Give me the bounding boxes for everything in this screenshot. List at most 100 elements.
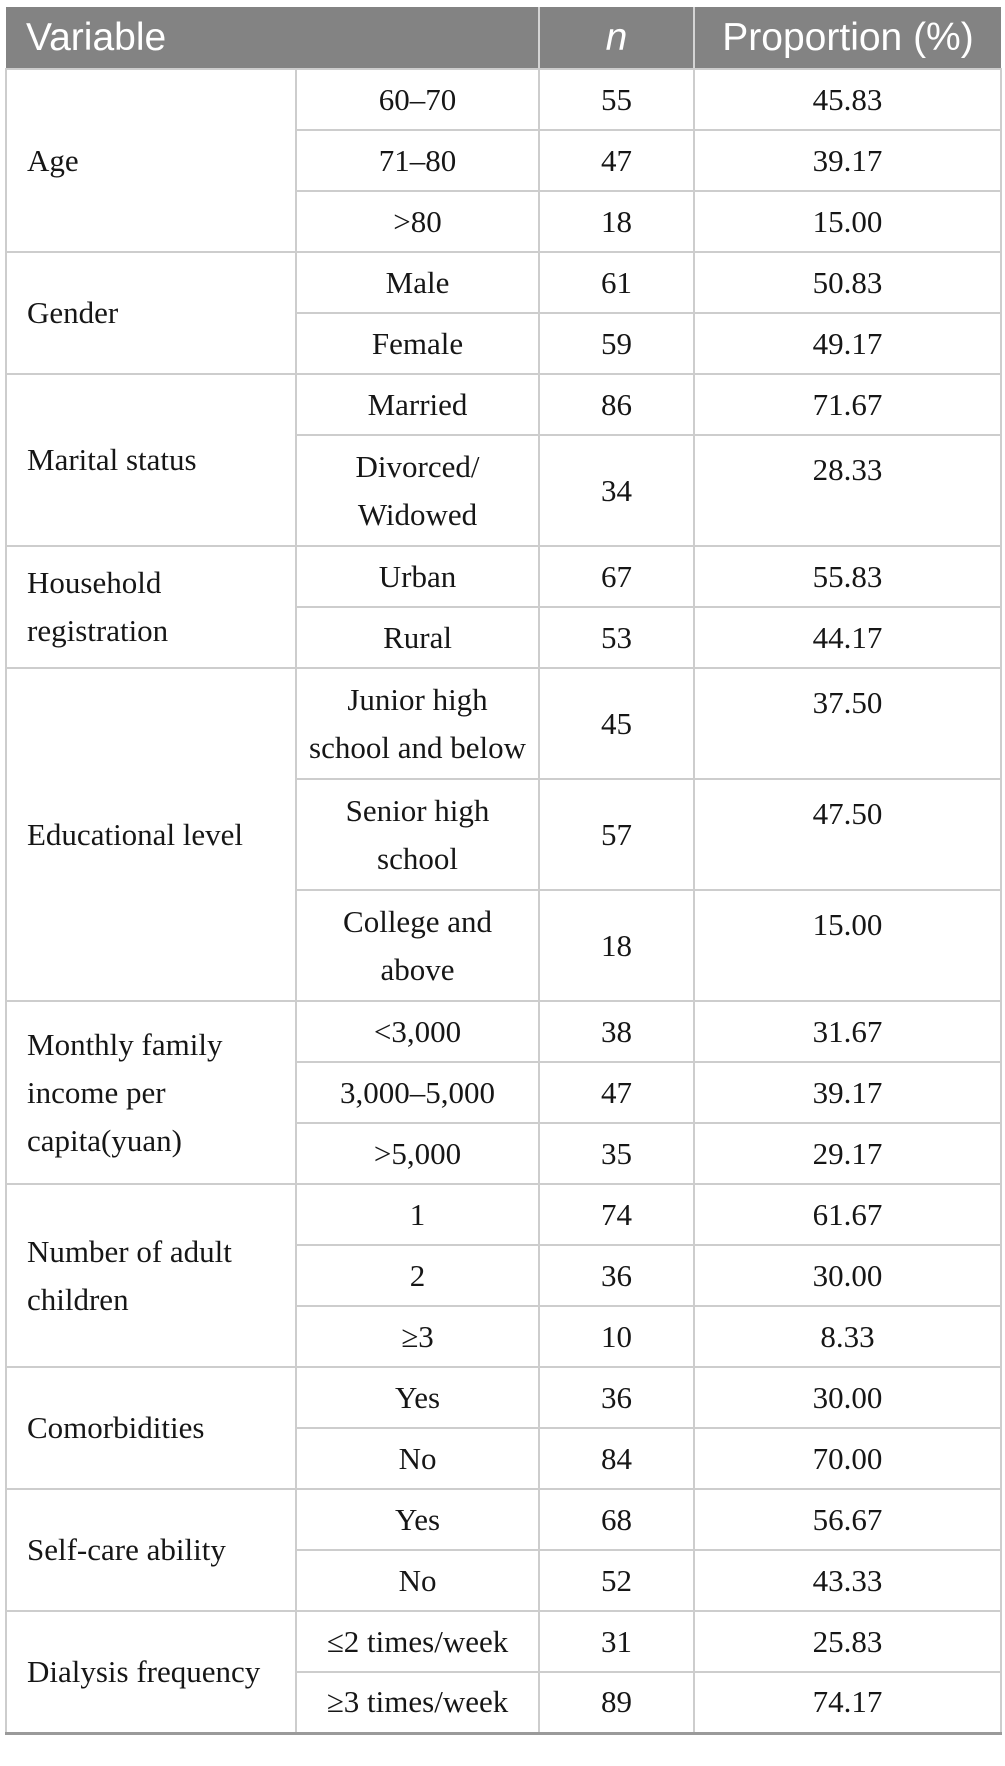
n-cell: 84 bbox=[538, 1427, 696, 1490]
proportion-cell: 31.67 bbox=[693, 1000, 1003, 1063]
variable-label-comorbidities: Comorbidities bbox=[5, 1366, 297, 1490]
category-cell: Yes bbox=[294, 1366, 541, 1429]
proportion-cell: 30.00 bbox=[693, 1366, 1003, 1429]
table-row: Age 60–70 55 45.83 bbox=[5, 68, 1003, 253]
table-row: Educational level Junior high school and… bbox=[5, 667, 1003, 1002]
category-cell: Divorced/ Widowed bbox=[294, 434, 541, 547]
table-row: 2 36 30.00 bbox=[6, 1244, 1003, 1307]
table-row: >5,000 35 29.17 bbox=[6, 1122, 1003, 1185]
variable-label-monthly-income: Monthly family income per capita(yuan) bbox=[5, 1000, 297, 1185]
table-row: Rural 53 44.17 bbox=[6, 606, 1003, 669]
n-cell: 67 bbox=[538, 545, 696, 608]
category-cell: Senior high school bbox=[294, 778, 541, 891]
n-cell: 57 bbox=[538, 778, 696, 891]
category-cell: ≤2 times/week bbox=[294, 1610, 541, 1673]
table-row: Divorced/ Widowed 34 28.33 bbox=[6, 434, 1003, 547]
header-n: n bbox=[538, 7, 695, 70]
proportion-cell: 74.17 bbox=[693, 1671, 1003, 1734]
proportion-cell: 49.17 bbox=[693, 312, 1003, 375]
proportion-cell: 61.67 bbox=[693, 1183, 1003, 1246]
table-row: Comorbidities Yes 36 30.00 bbox=[5, 1366, 1003, 1490]
table-header: Variable n Proportion (%) bbox=[6, 7, 1002, 70]
table-row: 71–80 47 39.17 bbox=[6, 129, 1003, 192]
category-cell: College and above bbox=[294, 889, 541, 1002]
n-cell: 59 bbox=[538, 312, 696, 375]
table-row: Gender Male 61 50.83 bbox=[5, 251, 1003, 375]
variable-label-gender: Gender bbox=[5, 251, 297, 375]
n-cell: 31 bbox=[538, 1610, 696, 1673]
proportion-cell: 50.83 bbox=[693, 251, 1003, 314]
proportion-cell: 28.33 bbox=[693, 434, 1003, 547]
n-cell: 52 bbox=[538, 1549, 696, 1612]
category-cell: >5,000 bbox=[294, 1122, 541, 1185]
n-cell: 18 bbox=[538, 190, 696, 253]
proportion-cell: 8.33 bbox=[693, 1305, 1003, 1368]
proportion-cell: 43.33 bbox=[693, 1549, 1003, 1612]
n-cell: 36 bbox=[538, 1244, 696, 1307]
table-row: ≥3 times/week 89 74.17 bbox=[6, 1671, 1003, 1734]
variable-label-self-care-ability: Self-care ability bbox=[5, 1488, 297, 1612]
table-row: Household registration Urban 67 55.83 bbox=[5, 545, 1003, 669]
n-cell: 53 bbox=[538, 606, 696, 669]
category-cell: Female bbox=[294, 312, 541, 375]
proportion-cell: 47.50 bbox=[693, 778, 1003, 891]
header-proportion: Proportion (%) bbox=[693, 7, 1002, 70]
n-cell: 68 bbox=[538, 1488, 696, 1551]
table-row: Female 59 49.17 bbox=[6, 312, 1003, 375]
n-cell: 34 bbox=[538, 434, 696, 547]
category-cell: Urban bbox=[294, 545, 541, 608]
n-cell: 38 bbox=[538, 1000, 696, 1063]
proportion-cell: 70.00 bbox=[693, 1427, 1003, 1490]
category-cell: ≥3 bbox=[294, 1305, 541, 1368]
n-cell: 36 bbox=[538, 1366, 696, 1429]
variable-label-age: Age bbox=[5, 68, 297, 253]
category-cell: Male bbox=[294, 251, 541, 314]
table-row: Marital status Married 86 71.67 bbox=[5, 373, 1003, 547]
proportion-cell: 25.83 bbox=[693, 1610, 1003, 1673]
proportion-cell: 44.17 bbox=[693, 606, 1003, 669]
n-cell: 74 bbox=[538, 1183, 696, 1246]
n-cell: 10 bbox=[538, 1305, 696, 1368]
variable-label-dialysis-frequency: Dialysis frequency bbox=[5, 1610, 297, 1734]
proportion-cell: 56.67 bbox=[693, 1488, 1003, 1551]
table-row: Senior high school 57 47.50 bbox=[6, 778, 1003, 891]
proportion-cell: 29.17 bbox=[693, 1122, 1003, 1185]
proportion-cell: 15.00 bbox=[693, 190, 1003, 253]
n-cell: 55 bbox=[538, 68, 696, 131]
category-cell: >80 bbox=[294, 190, 541, 253]
n-cell: 86 bbox=[538, 373, 696, 436]
category-cell: Yes bbox=[294, 1488, 541, 1551]
category-cell: 60–70 bbox=[294, 68, 541, 131]
n-cell: 18 bbox=[538, 889, 696, 1002]
proportion-cell: 71.67 bbox=[693, 373, 1003, 436]
variable-label-marital-status: Marital status bbox=[5, 373, 297, 547]
header-variable: Variable bbox=[6, 7, 540, 70]
category-cell: ≥3 times/week bbox=[294, 1671, 541, 1734]
n-cell: 47 bbox=[538, 129, 696, 192]
n-cell: 89 bbox=[538, 1671, 696, 1734]
table-row: No 52 43.33 bbox=[6, 1549, 1003, 1612]
proportion-cell: 30.00 bbox=[693, 1244, 1003, 1307]
table-row: Self-care ability Yes 68 56.67 bbox=[5, 1488, 1003, 1612]
table-row: Number of adult children 1 74 61.67 bbox=[5, 1183, 1003, 1368]
proportion-cell: 37.50 bbox=[693, 667, 1003, 780]
category-cell: 1 bbox=[294, 1183, 541, 1246]
table-row: No 84 70.00 bbox=[6, 1427, 1003, 1490]
table-row: ≥3 10 8.33 bbox=[6, 1305, 1003, 1368]
proportion-cell: 45.83 bbox=[693, 68, 1003, 131]
category-cell: <3,000 bbox=[294, 1000, 541, 1063]
category-cell: No bbox=[294, 1427, 541, 1490]
category-cell: Married bbox=[294, 373, 541, 436]
category-cell: Junior high school and below bbox=[294, 667, 541, 780]
n-cell: 47 bbox=[538, 1061, 696, 1124]
proportion-cell: 39.17 bbox=[693, 129, 1003, 192]
table-row: >80 18 15.00 bbox=[6, 190, 1003, 253]
table-row: Monthly family income per capita(yuan) <… bbox=[5, 1000, 1003, 1185]
n-cell: 35 bbox=[538, 1122, 696, 1185]
table-row: Dialysis frequency ≤2 times/week 31 25.8… bbox=[5, 1610, 1003, 1734]
demographics-table: Variable n Proportion (%) Age 60–70 55 4… bbox=[5, 7, 1003, 1735]
category-cell: No bbox=[294, 1549, 541, 1612]
proportion-cell: 39.17 bbox=[693, 1061, 1003, 1124]
proportion-cell: 55.83 bbox=[693, 545, 1003, 608]
